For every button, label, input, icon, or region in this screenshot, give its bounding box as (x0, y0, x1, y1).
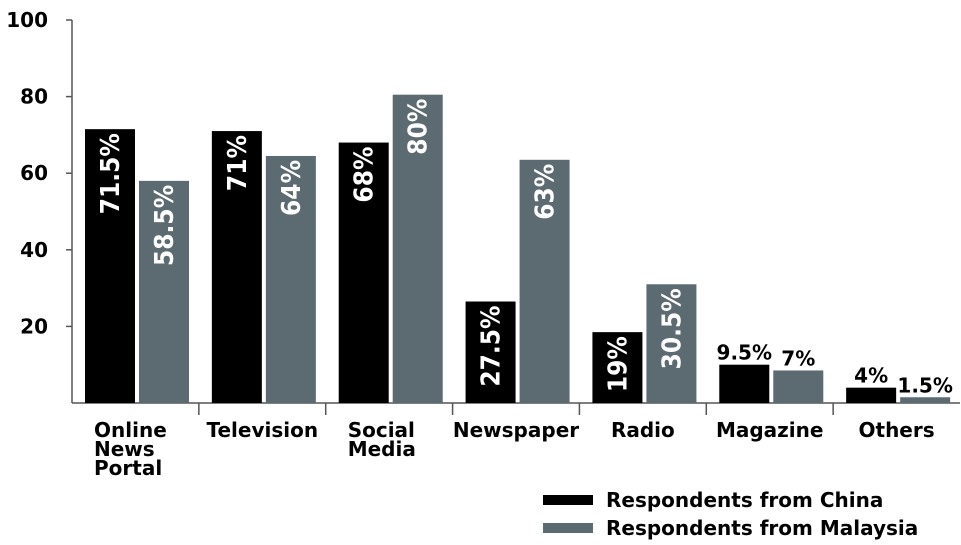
x-tick-label: Portal (94, 456, 162, 480)
y-tick-label: 60 (20, 161, 48, 185)
x-tick-label: Television (206, 418, 318, 442)
bar (392, 94, 443, 403)
legend-label: Respondents from China (606, 488, 883, 512)
bar-data-label: 58.5% (150, 185, 180, 266)
bar-data-label: 63% (531, 164, 561, 220)
bar-data-label: 27.5% (477, 306, 507, 387)
bar-labels: 71.5% 58.5% 71% 64% 68% 80% 27.5% 63% 19% 30.5% 9.… (96, 99, 953, 398)
bar (465, 301, 516, 403)
bar (338, 142, 389, 403)
bar (592, 332, 643, 403)
bar (719, 364, 770, 403)
legend: Respondents from China Respondents from M… (543, 488, 918, 540)
x-tick-label: Magazine (716, 418, 824, 442)
y-tick-label: 100 (6, 8, 48, 32)
bar (900, 397, 951, 403)
bar (519, 159, 570, 403)
y-tick-label: 40 (20, 238, 48, 262)
x-tick-label: Online (94, 418, 167, 442)
x-tick-label: Others (859, 418, 935, 442)
y-tick-label: 20 (20, 314, 48, 338)
bar (646, 284, 697, 403)
bar-data-label: 4% (854, 364, 888, 388)
bar-data-label: 9.5% (717, 341, 772, 365)
bar-data-label: 7% (781, 346, 815, 370)
bar-data-label: 71% (223, 135, 253, 191)
bar-data-label: 64% (277, 160, 307, 216)
bar (773, 370, 824, 403)
bar-data-label: 71.5% (96, 133, 126, 214)
x-tick-label: News (94, 437, 155, 461)
bar-data-label: 30.5% (657, 288, 687, 369)
bar-data-label: 68% (350, 147, 380, 203)
bar (265, 155, 316, 403)
legend-swatch (543, 523, 593, 533)
x-tick-label: Radio (611, 418, 675, 442)
legend-swatch (543, 495, 593, 505)
bars (85, 94, 951, 403)
x-tick-label: Social (348, 418, 415, 442)
y-tick-label: 80 (20, 85, 48, 109)
x-tick-label: Newspaper (453, 418, 579, 442)
bar (139, 180, 189, 403)
bar (211, 131, 262, 403)
bar (846, 387, 897, 403)
x-tick-label: Media (348, 437, 416, 461)
bar-data-label: 19% (603, 336, 633, 392)
legend-label: Respondents from Malaysia (606, 516, 918, 540)
bar-data-label: 1.5% (897, 373, 952, 397)
bar (85, 129, 135, 403)
bar-data-label: 80% (404, 99, 434, 155)
